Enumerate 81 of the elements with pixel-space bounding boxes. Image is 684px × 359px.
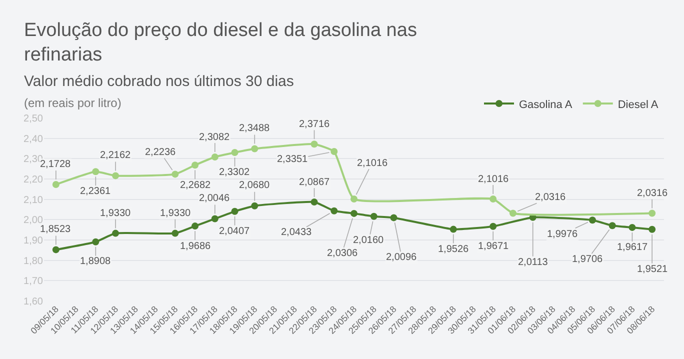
y-tick-label: 2,50 [24, 114, 44, 124]
point [192, 222, 199, 230]
data-label: 2,2682 [180, 180, 212, 191]
point [648, 210, 656, 217]
data-label: 1,8908 [80, 256, 112, 267]
data-label: 2,0306 [327, 248, 358, 259]
point [310, 198, 318, 206]
data-label: 2,2162 [100, 150, 132, 161]
data-label: 2,3351 [277, 154, 308, 165]
point [390, 214, 398, 222]
data-label: 1,9976 [547, 229, 578, 240]
point [628, 224, 636, 231]
data-label: 2,0867 [299, 177, 330, 188]
data-label: 2,3716 [299, 119, 330, 130]
point [450, 226, 457, 233]
point [112, 172, 120, 180]
point [588, 216, 596, 224]
point [52, 246, 60, 254]
data-label: 2,0316 [535, 192, 566, 203]
chart-title: Evolução do preço do diesel e da gasolina nas refinarias [24, 20, 417, 66]
point [251, 145, 258, 152]
point [330, 148, 338, 156]
y-tick-label: 2,00 [24, 215, 44, 226]
point [172, 170, 179, 178]
data-label: 2,1016 [478, 174, 510, 185]
point [370, 212, 378, 220]
data-label: 1,9706 [572, 254, 604, 265]
y-tick-label: 2,20 [24, 174, 44, 186]
y-tick-label: 1,70 [24, 276, 44, 288]
data-label: 2,0407 [219, 226, 250, 237]
data-label: 2,3302 [219, 167, 250, 178]
point [310, 140, 318, 148]
data-label: 2,0680 [239, 180, 270, 191]
y-tick-label: 1,80 [24, 256, 44, 267]
data-label: 2,3082 [199, 132, 230, 143]
data-label: 2,1728 [40, 159, 72, 170]
y-tick-label: 1,90 [24, 236, 44, 246]
point [330, 207, 338, 214]
y-tick-label: 2,40 [24, 134, 44, 145]
point [211, 215, 218, 222]
point [490, 196, 497, 203]
point [211, 154, 218, 160]
point [52, 181, 60, 188]
point [172, 230, 179, 237]
point [648, 226, 656, 233]
y-axis-title: (em reais por litro) [24, 96, 122, 110]
point [350, 210, 358, 217]
legend-label: Gasolina A [519, 98, 573, 111]
data-label: 2,0433 [281, 227, 312, 238]
point [509, 210, 516, 217]
point [92, 238, 100, 246]
point [192, 162, 199, 169]
point [608, 222, 616, 230]
data-label: 1,9330 [160, 208, 192, 219]
legend-label: Diesel A [618, 98, 659, 111]
point [231, 149, 238, 156]
data-label: 2,0316 [637, 188, 668, 199]
data-label: 1,9671 [478, 241, 510, 252]
data-label: 1,9330 [100, 208, 132, 219]
point [251, 202, 258, 210]
point [92, 168, 100, 176]
data-label: 1,8523 [40, 224, 72, 235]
point [490, 222, 497, 230]
data-label: 2,0096 [386, 252, 418, 263]
point [112, 230, 120, 237]
data-label: 1,9686 [180, 241, 212, 252]
y-tick-label: 1,60 [24, 296, 44, 308]
chart-subtitle: Valor médio cobrado nos últimos 30 dias [24, 73, 294, 90]
data-label: 2,0046 [199, 193, 230, 204]
data-label: 1,9521 [637, 264, 668, 275]
data-label: 2,3488 [239, 123, 270, 134]
data-label: 2,0160 [353, 235, 384, 246]
y-tick-label: 2,10 [24, 194, 44, 206]
data-label: 1,9526 [438, 244, 470, 255]
data-label: 2,2236 [145, 147, 176, 158]
point [231, 208, 238, 215]
point [350, 196, 358, 203]
data-label: 2,0113 [518, 257, 548, 268]
data-label: 2,1016 [357, 158, 388, 169]
data-label: 2,2361 [80, 186, 112, 197]
data-label: 1,9617 [617, 242, 648, 253]
